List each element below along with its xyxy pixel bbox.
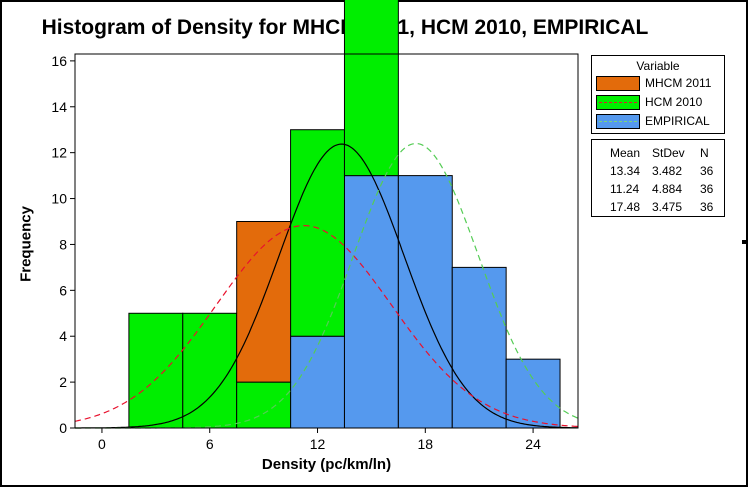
bar-empirical: [451, 266, 507, 429]
y-tick-label: 2: [59, 374, 67, 390]
y-tick-label: 4: [59, 328, 67, 344]
bar-empirical: [505, 358, 561, 429]
stats-mean: 13.34: [610, 164, 641, 178]
stats-header-stdev: StDev: [652, 146, 685, 160]
stats-row: 17.48 3.475 36: [592, 200, 724, 215]
legend-swatch-empirical: [596, 114, 640, 129]
stats-stdev: 4.884: [652, 182, 683, 196]
bar-empirical: [290, 335, 345, 429]
x-tick-label: 24: [525, 436, 541, 452]
stats-header-n: N: [700, 146, 709, 160]
bar-hcm-2010: [128, 312, 184, 429]
bar-hcm-2010: [236, 381, 292, 429]
stats-table: Mean StDev N 13.34 3.482 36 11.24 4.884 …: [591, 139, 725, 217]
legend-label-hcm: HCM 2010: [645, 95, 703, 109]
bar-hcm-2010: [343, 0, 399, 177]
stats-header-row: Mean StDev N: [592, 146, 724, 161]
bar-empirical: [397, 175, 453, 429]
stats-header-mean: Mean: [610, 146, 641, 160]
stats-row: 13.34 3.482 36: [592, 164, 724, 179]
y-tick-label: 10: [51, 191, 67, 207]
y-tick-label: 16: [51, 53, 67, 69]
y-tick-label: 0: [59, 420, 67, 436]
bar-empirical: [343, 175, 399, 429]
normal-curve-mhcm-2011: [75, 143, 579, 429]
normal-curve-hcm-2010: [74, 225, 579, 428]
y-tick-label: 8: [59, 236, 67, 252]
y-tick-label: 14: [51, 99, 67, 115]
stats-n: 36: [700, 164, 714, 178]
stats-n: 36: [700, 182, 714, 196]
stats-n: 36: [700, 200, 714, 214]
legend: Variable MHCM 2011 HCM 2010 EMPIRICAL: [591, 55, 725, 134]
bar-hcm-2010: [290, 129, 345, 337]
x-tick-label: 18: [418, 436, 434, 452]
stats-stdev: 3.475: [652, 200, 683, 214]
x-tick-label: 0: [98, 436, 106, 452]
y-axis-label: Frequency: [17, 206, 35, 282]
stats-stdev: 3.482: [652, 164, 683, 178]
legend-title: Variable: [636, 59, 680, 73]
stats-mean: 17.48: [610, 200, 641, 214]
edge-marker: [742, 240, 746, 244]
bar-hcm-2010: [182, 312, 238, 429]
y-tick-label: 6: [59, 282, 67, 298]
plot-border: [74, 53, 579, 429]
legend-swatch-mhcm: [596, 76, 640, 91]
stats-row: 11.24 4.884 36: [592, 182, 724, 197]
legend-label-empirical: EMPIRICAL: [645, 114, 710, 128]
stats-mean: 11.24: [610, 182, 640, 196]
legend-label-mhcm: MHCM 2011: [645, 76, 712, 90]
x-tick-label: 6: [206, 436, 214, 452]
legend-swatch-hcm: [596, 95, 640, 110]
x-tick-label: 12: [310, 436, 326, 452]
y-tick-label: 12: [51, 145, 67, 161]
x-axis-label: Density (pc/km/ln): [261, 456, 392, 473]
